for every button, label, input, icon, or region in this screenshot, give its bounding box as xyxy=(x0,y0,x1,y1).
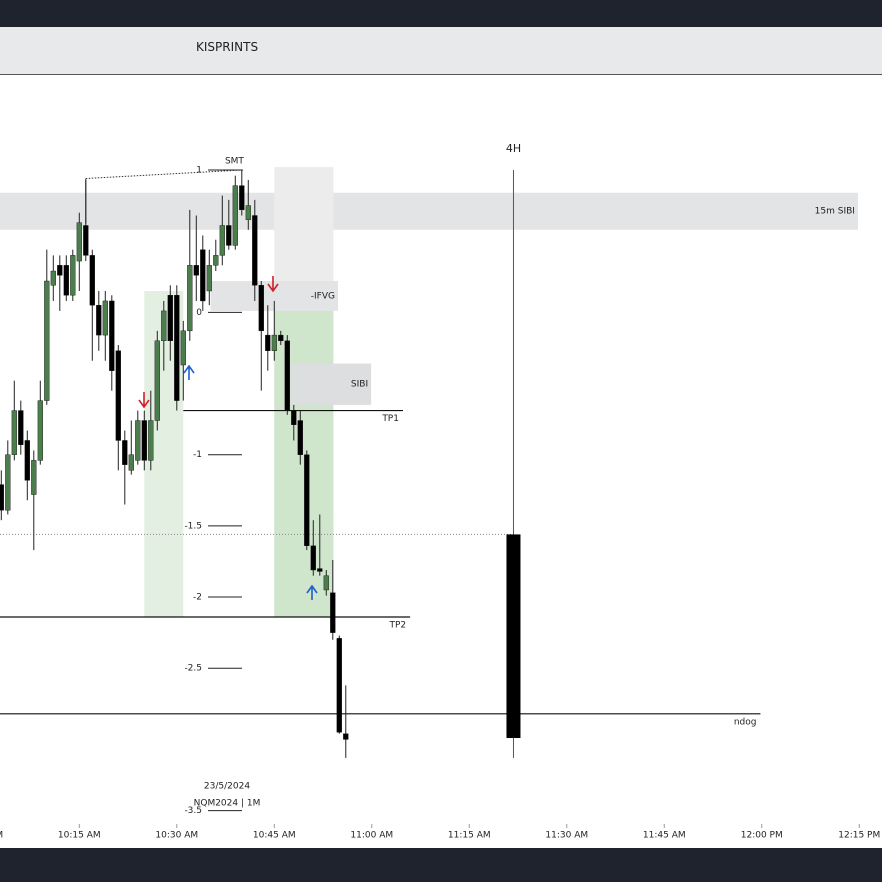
candle-body xyxy=(252,215,258,286)
sell-arrow xyxy=(138,276,279,409)
candle-body xyxy=(193,265,199,276)
candle-body xyxy=(115,350,121,441)
candle-body xyxy=(336,638,342,733)
candle-body xyxy=(245,205,251,220)
zone xyxy=(290,363,372,405)
candle-body xyxy=(96,305,102,336)
candle-body xyxy=(0,484,4,511)
candle-body xyxy=(278,334,284,342)
candle-body xyxy=(284,340,290,411)
candle-body xyxy=(258,285,264,332)
candle-body xyxy=(219,225,225,256)
zone-label: 15m SIBI xyxy=(815,207,855,217)
bottom-bar xyxy=(0,848,882,882)
x-tick-label: 12:15 PM xyxy=(838,831,880,841)
candle-body xyxy=(265,334,271,351)
candle-body xyxy=(57,265,63,276)
htf-label: 4H xyxy=(506,142,521,155)
candle-body xyxy=(226,225,232,246)
zone xyxy=(274,167,334,283)
candle-body xyxy=(18,410,24,445)
header: KISPRINTS xyxy=(0,27,882,75)
candle-body xyxy=(317,568,323,572)
chart-title: KISPRINTS xyxy=(196,40,259,54)
zone xyxy=(274,282,334,617)
x-tick-label: 12:00 PM xyxy=(741,831,783,841)
candle-body xyxy=(128,454,134,471)
zone xyxy=(0,192,858,230)
candle-body xyxy=(174,295,180,401)
candle-body xyxy=(232,185,238,246)
candle-body xyxy=(343,733,349,740)
fib-label: -1.5 xyxy=(184,521,202,531)
candle-body xyxy=(50,270,56,286)
buy-arrow xyxy=(183,364,318,600)
top-bar xyxy=(0,0,882,27)
x-tick-label: 11:15 AM xyxy=(448,831,491,841)
fib-label: -1 xyxy=(193,450,202,460)
x-tick-label: 10:30 AM xyxy=(155,831,198,841)
smt-line xyxy=(85,169,244,180)
candle-body xyxy=(102,300,108,336)
candle-body xyxy=(76,222,82,262)
fib-label: 0 xyxy=(196,308,202,318)
level-label: ndog xyxy=(734,717,757,727)
zone-label: -IFVG xyxy=(311,291,335,301)
chart: 15m SIBI -IFVG SIBI 1 0 -1 -1.5 -2 -2.5 -3.5 TP1 TP… xyxy=(0,142,880,841)
x-tick-label: 11:30 AM xyxy=(545,831,588,841)
fib-label: 1 xyxy=(196,165,202,175)
x-tick-label: 10:15 AM xyxy=(58,831,101,841)
candle-body xyxy=(167,295,173,342)
zone-label: SIBI xyxy=(351,380,368,390)
x-tick-label: 11:45 AM xyxy=(643,831,686,841)
candle-body xyxy=(161,310,167,342)
smt-label: SMT xyxy=(225,156,244,166)
candle-body xyxy=(291,410,297,425)
candle-body xyxy=(206,265,212,292)
candle-body xyxy=(37,400,43,461)
candle-body xyxy=(213,255,219,266)
candle-body xyxy=(304,454,310,547)
fib-label: -2 xyxy=(193,593,202,603)
date-label: 23/5/2024 xyxy=(204,782,250,792)
candle-body xyxy=(154,340,160,421)
candle-body xyxy=(44,280,50,401)
candle-body xyxy=(89,255,95,306)
candle-body xyxy=(31,460,37,495)
candle-body xyxy=(310,545,316,571)
fib-label: -2.5 xyxy=(184,664,202,674)
candle-body xyxy=(83,225,89,256)
level-label: TP2 xyxy=(388,620,406,630)
candle-body xyxy=(109,300,115,371)
candle-body xyxy=(200,249,206,302)
level-label: TP1 xyxy=(381,414,399,424)
x-tick-label: 10:00 AM xyxy=(0,831,3,841)
candle-body xyxy=(70,255,76,296)
candle-body xyxy=(297,420,303,455)
candle-body xyxy=(24,440,30,481)
x-tick-label: 10:45 AM xyxy=(253,831,296,841)
candle-body xyxy=(323,575,329,591)
candle-body xyxy=(135,420,141,461)
x-tick-label: 11:00 AM xyxy=(350,831,393,841)
candle-body xyxy=(187,265,193,332)
candle-body xyxy=(148,420,154,461)
candle-body xyxy=(5,454,11,511)
candle-body xyxy=(271,334,277,351)
symbol-label: NQM2024 | 1M xyxy=(194,799,261,809)
candle-body xyxy=(11,410,17,455)
candle-body xyxy=(330,592,336,633)
candle-body xyxy=(63,265,69,296)
htf-body xyxy=(506,534,521,739)
candle-body xyxy=(141,420,147,461)
candle-body xyxy=(239,185,245,211)
fib-label: -3.5 xyxy=(184,806,202,816)
candle-body xyxy=(122,440,128,465)
candle-body xyxy=(180,330,186,366)
